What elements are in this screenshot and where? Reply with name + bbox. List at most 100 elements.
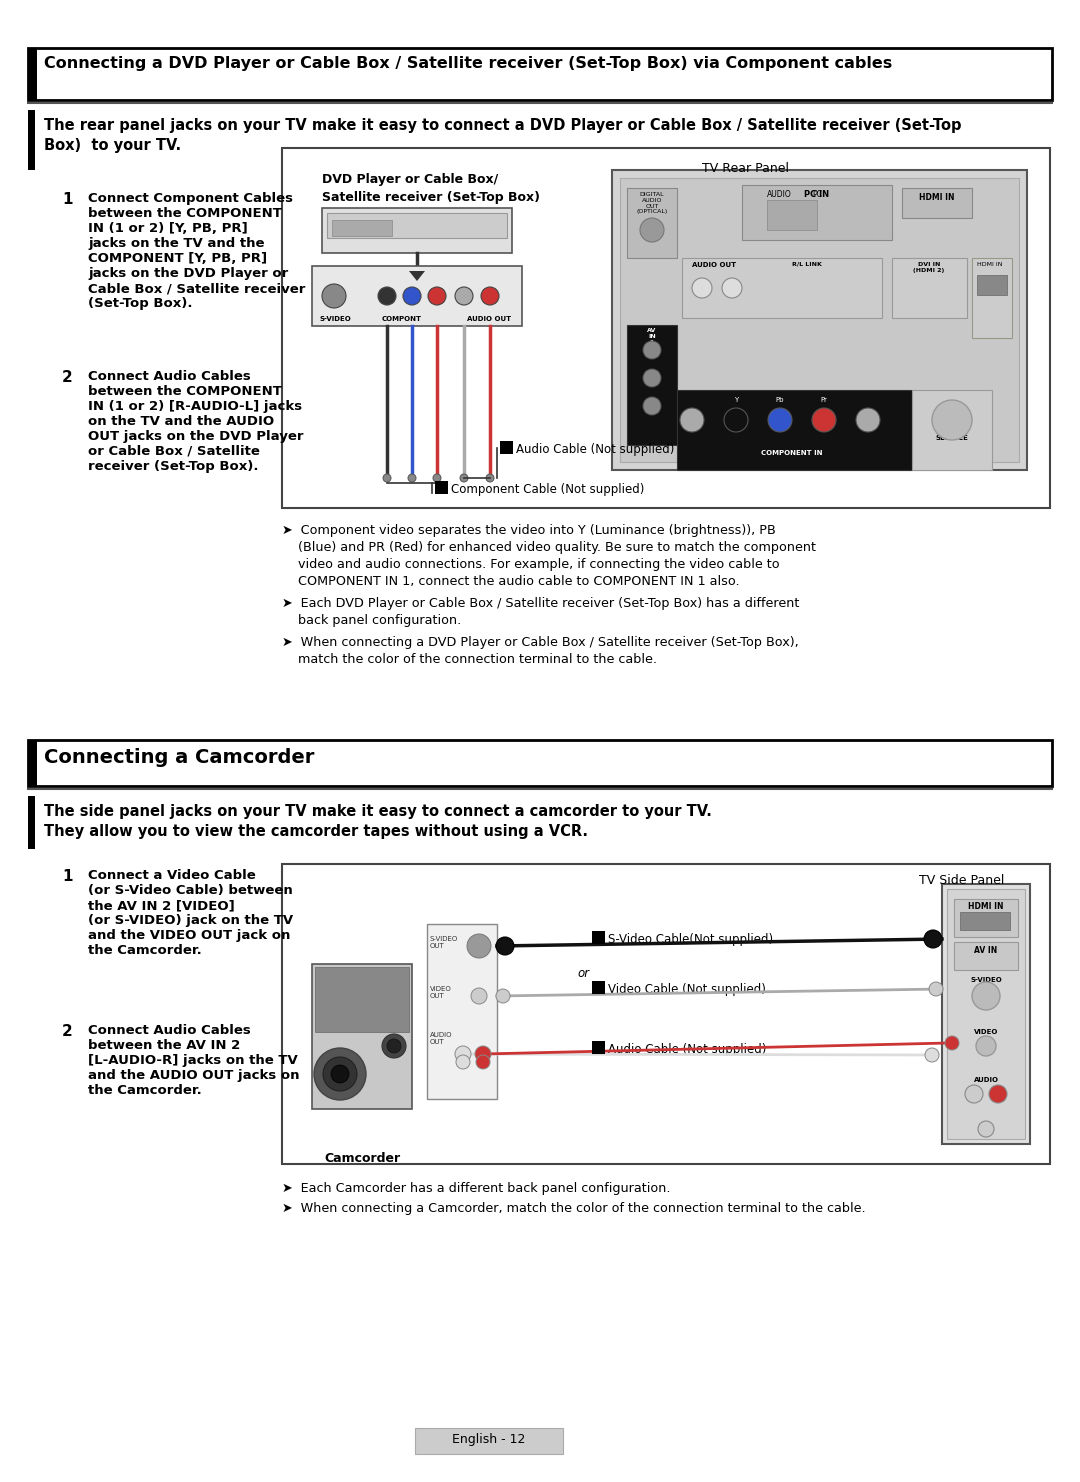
- Text: Pb: Pb: [775, 397, 784, 403]
- Text: PC: PC: [812, 190, 822, 199]
- Bar: [415, 1429, 563, 1454]
- Circle shape: [643, 397, 661, 415]
- Circle shape: [403, 288, 421, 305]
- Circle shape: [330, 1066, 349, 1083]
- Text: Y: Y: [734, 397, 738, 403]
- Circle shape: [724, 408, 748, 431]
- Circle shape: [989, 1085, 1007, 1103]
- Text: Box)  to your TV.: Box) to your TV.: [44, 138, 181, 153]
- Text: R/L LINK: R/L LINK: [792, 262, 822, 267]
- Circle shape: [323, 1057, 357, 1091]
- Bar: [28, 740, 37, 785]
- Text: S-VIDEO
OUT: S-VIDEO OUT: [430, 937, 458, 948]
- Text: They allow you to view the camcorder tapes without using a VCR.: They allow you to view the camcorder tap…: [44, 824, 588, 839]
- Circle shape: [382, 1034, 406, 1058]
- Text: VIDEO
OUT: VIDEO OUT: [430, 986, 451, 999]
- Text: (Blue) and PR (Red) for enhanced video quality. Be sure to match the component: (Blue) and PR (Red) for enhanced video q…: [282, 541, 816, 554]
- Text: Connect Audio Cables
between the AV IN 2
[L-AUDIO-R] jacks on the TV
and the AUD: Connect Audio Cables between the AV IN 2…: [87, 1024, 299, 1097]
- Text: 1: 1: [62, 868, 72, 883]
- Circle shape: [486, 474, 494, 482]
- Circle shape: [680, 408, 704, 431]
- Text: video and audio connections. For example, if connecting the video cable to: video and audio connections. For example…: [282, 559, 780, 571]
- Circle shape: [378, 288, 396, 305]
- Text: 2: 2: [502, 442, 510, 452]
- Bar: [954, 943, 1018, 971]
- Bar: [435, 482, 448, 494]
- Bar: [627, 325, 677, 445]
- Text: 1: 1: [595, 983, 602, 991]
- Bar: [627, 188, 677, 258]
- Bar: [28, 796, 35, 849]
- Bar: [612, 170, 1027, 470]
- Text: AUDIO
OUT: AUDIO OUT: [430, 1031, 453, 1045]
- Text: S-VIDEO: S-VIDEO: [320, 316, 352, 322]
- Text: 1: 1: [62, 193, 72, 207]
- Circle shape: [456, 1055, 470, 1069]
- Bar: [767, 200, 816, 230]
- Bar: [972, 258, 1012, 338]
- Circle shape: [322, 285, 346, 308]
- Text: TV Side Panel: TV Side Panel: [919, 874, 1004, 888]
- Bar: [28, 47, 37, 99]
- Text: back panel configuration.: back panel configuration.: [282, 614, 461, 627]
- Bar: [327, 213, 507, 239]
- Circle shape: [932, 400, 972, 440]
- Text: ➤  When connecting a Camcorder, match the color of the connection terminal to th: ➤ When connecting a Camcorder, match the…: [282, 1202, 866, 1215]
- Circle shape: [856, 408, 880, 431]
- Text: Connecting a DVD Player or Cable Box / Satellite receiver (Set-Top Box) via Comp: Connecting a DVD Player or Cable Box / S…: [44, 56, 892, 71]
- Bar: [954, 900, 1018, 937]
- Bar: [500, 442, 513, 453]
- Circle shape: [433, 474, 441, 482]
- Circle shape: [966, 1085, 983, 1103]
- Text: The side panel jacks on your TV make it easy to connect a camcorder to your TV.: The side panel jacks on your TV make it …: [44, 805, 712, 820]
- Text: Connect a Video Cable
(or S-Video Cable) between
the AV IN 2 [VIDEO]
(or S-VIDEO: Connect a Video Cable (or S-Video Cable)…: [87, 868, 293, 957]
- Circle shape: [475, 1046, 491, 1063]
- Text: 2: 2: [595, 1042, 602, 1052]
- Text: HDMI IN: HDMI IN: [919, 193, 955, 202]
- Circle shape: [812, 408, 836, 431]
- Text: 1: 1: [437, 482, 444, 492]
- Text: ➤  Each DVD Player or Cable Box / Satellite receiver (Set-Top Box) has a differe: ➤ Each DVD Player or Cable Box / Satelli…: [282, 597, 799, 611]
- Text: Video Cable (Not supplied): Video Cable (Not supplied): [608, 983, 766, 996]
- Circle shape: [471, 988, 487, 1003]
- Bar: [315, 966, 409, 1031]
- Text: English - 12: English - 12: [453, 1433, 526, 1446]
- Text: HDMI IN: HDMI IN: [977, 262, 1002, 267]
- Text: Pr: Pr: [821, 397, 827, 403]
- Bar: [592, 931, 605, 944]
- Circle shape: [481, 288, 499, 305]
- Bar: [942, 883, 1030, 1144]
- Bar: [977, 276, 1007, 295]
- Text: ➤  When connecting a DVD Player or Cable Box / Satellite receiver (Set-Top Box),: ➤ When connecting a DVD Player or Cable …: [282, 636, 799, 649]
- Text: SERVICE: SERVICE: [935, 436, 969, 442]
- Bar: [312, 265, 522, 326]
- Circle shape: [460, 474, 468, 482]
- Bar: [947, 889, 1025, 1140]
- Text: AV
IN
1: AV IN 1: [647, 328, 657, 345]
- Bar: [592, 981, 605, 994]
- Text: The rear panel jacks on your TV make it easy to connect a DVD Player or Cable Bo: The rear panel jacks on your TV make it …: [44, 119, 961, 133]
- Bar: [332, 219, 392, 236]
- Text: COMPONT: COMPONT: [382, 316, 422, 322]
- Circle shape: [929, 983, 943, 996]
- Circle shape: [496, 988, 510, 1003]
- Text: TV Rear Panel: TV Rear Panel: [702, 162, 789, 175]
- Circle shape: [496, 937, 514, 954]
- Bar: [960, 911, 1010, 931]
- Text: HDMI IN: HDMI IN: [969, 903, 1003, 911]
- Circle shape: [643, 341, 661, 359]
- Text: Component Cable (Not supplied): Component Cable (Not supplied): [451, 483, 645, 496]
- Text: DVD Player or Cable Box/: DVD Player or Cable Box/: [322, 173, 498, 187]
- Circle shape: [476, 1055, 490, 1069]
- Bar: [322, 207, 512, 253]
- Bar: [681, 258, 882, 319]
- Bar: [902, 188, 972, 218]
- Text: Satellite receiver (Set-Top Box): Satellite receiver (Set-Top Box): [322, 191, 540, 205]
- Text: VIDEO: VIDEO: [974, 1029, 998, 1034]
- Text: Camcorder: Camcorder: [324, 1152, 400, 1165]
- Circle shape: [643, 369, 661, 387]
- Text: PC IN: PC IN: [805, 190, 829, 199]
- Circle shape: [723, 279, 742, 298]
- Text: 1: 1: [595, 932, 602, 943]
- Circle shape: [972, 983, 1000, 1011]
